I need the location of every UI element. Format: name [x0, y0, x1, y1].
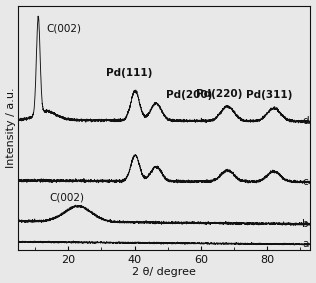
Text: b: b	[302, 219, 309, 229]
Text: Pd(200): Pd(200)	[166, 90, 212, 100]
Text: d: d	[302, 116, 309, 126]
Y-axis label: Intensity / a.u.: Intensity / a.u.	[6, 87, 15, 168]
Text: C(002): C(002)	[49, 193, 84, 203]
X-axis label: 2 θ/ degree: 2 θ/ degree	[132, 267, 196, 277]
Text: Pd(311): Pd(311)	[246, 91, 292, 100]
Text: Pd(220): Pd(220)	[196, 89, 242, 99]
Text: a: a	[302, 239, 308, 249]
Text: Pd(111): Pd(111)	[106, 68, 153, 78]
Text: c: c	[302, 177, 308, 187]
Text: C(002): C(002)	[46, 23, 82, 33]
